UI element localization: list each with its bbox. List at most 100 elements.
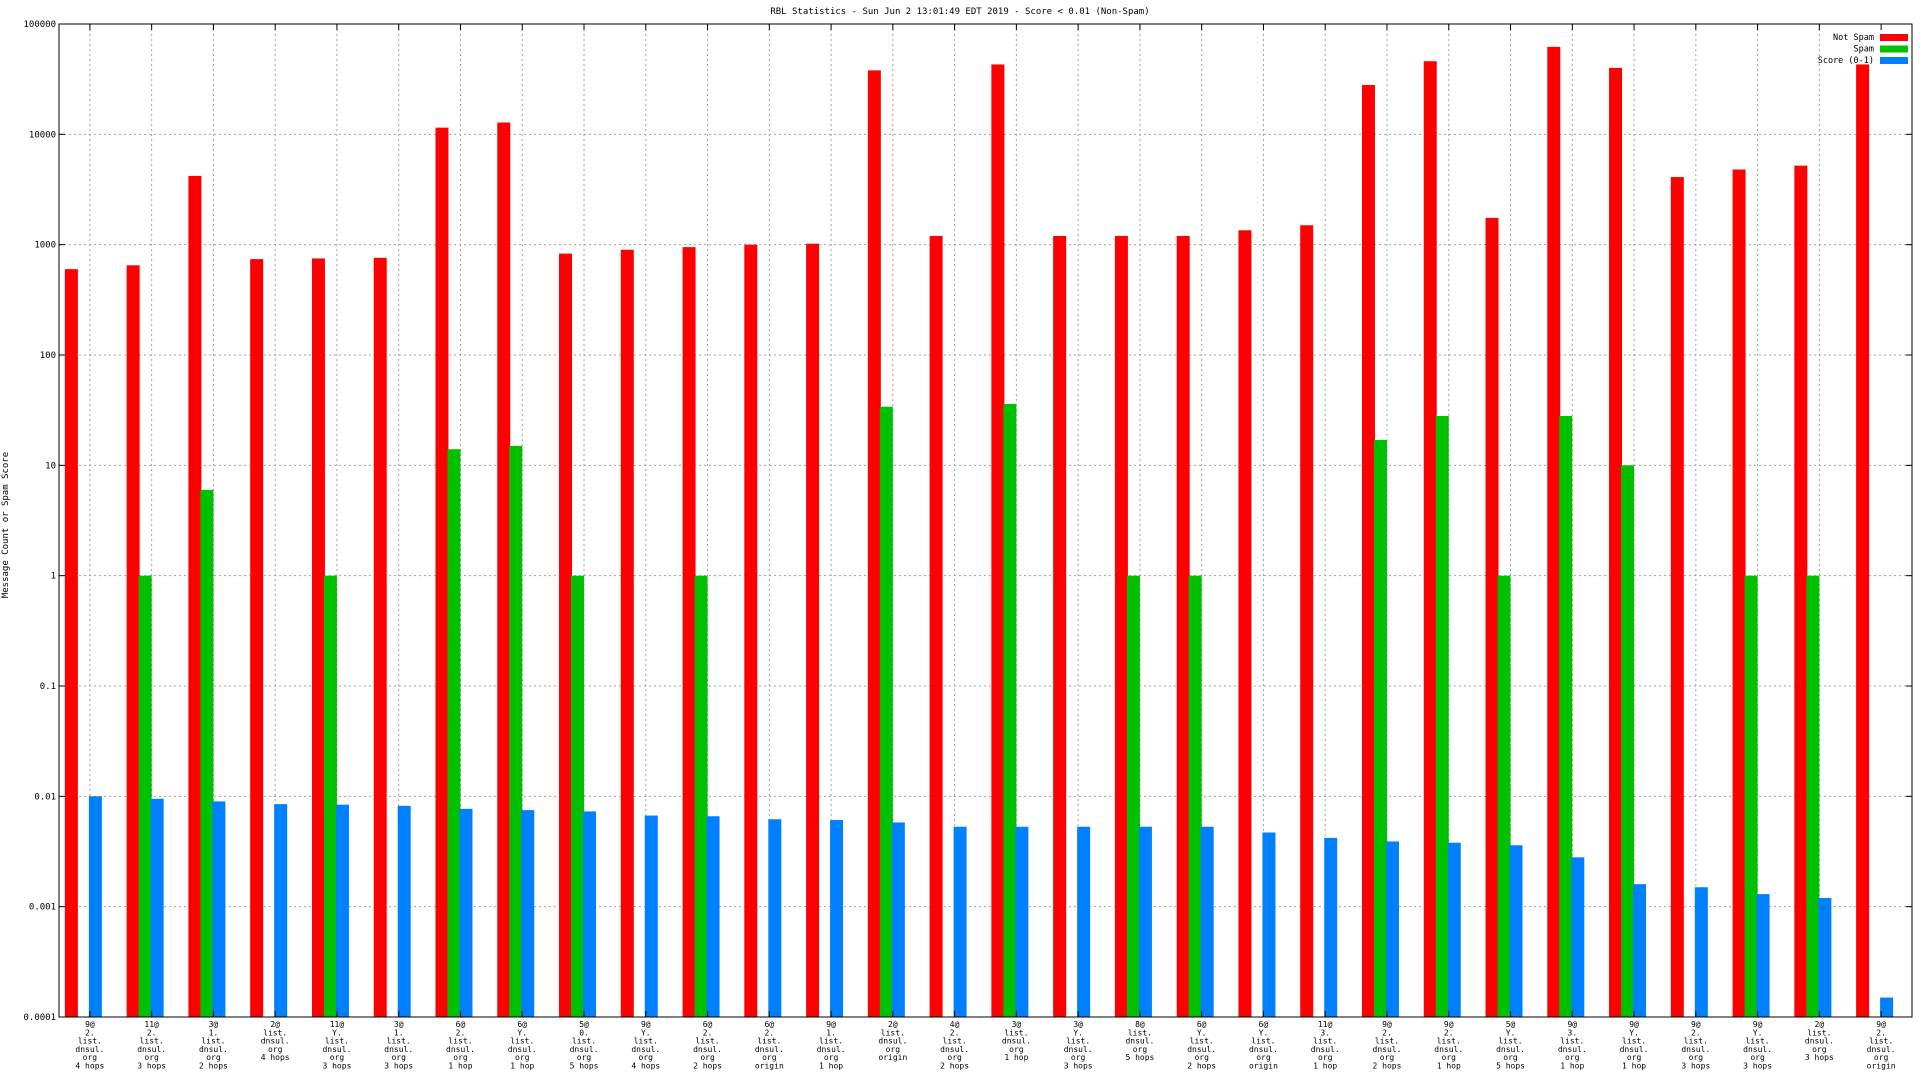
- x-tick-label-line: 6@: [517, 1020, 527, 1029]
- bar-not-spam: [1300, 225, 1314, 1018]
- bar-spam: [571, 575, 585, 1017]
- x-tick-label-line: 2@: [270, 1020, 280, 1029]
- x-tick-label-line: 3.: [1567, 1028, 1577, 1037]
- x-tick-label-line: org: [83, 1053, 98, 1062]
- x-tick-label-line: 9@: [1382, 1020, 1392, 1029]
- y-tick-label: 0.001: [29, 903, 56, 913]
- x-tick-label-line: 3 hops: [384, 1062, 413, 1071]
- x-tick-label-line: Y.: [1506, 1028, 1516, 1037]
- x-tick-label-line: 1.: [394, 1028, 404, 1037]
- bar-not-spam: [1423, 61, 1437, 1018]
- bar-score-0-1: [706, 816, 720, 1017]
- x-tick-label-line: dnsul.: [1558, 1045, 1587, 1054]
- bar-not-spam: [1547, 46, 1561, 1017]
- x-tick-label-line: org: [1503, 1053, 1518, 1062]
- x-tick-label-line: list.: [757, 1037, 781, 1046]
- bar-spam: [509, 445, 523, 1017]
- bar-score-0-1: [1633, 884, 1647, 1017]
- x-tick-label-line: dnsul.: [1373, 1045, 1402, 1054]
- x-tick-label-line: list.: [1807, 1028, 1831, 1037]
- bar-score-0-1: [768, 819, 782, 1017]
- bar-score-0-1: [644, 815, 658, 1017]
- x-tick-label-line: dnsul.: [384, 1045, 413, 1054]
- x-tick-label-line: 2.: [703, 1028, 713, 1037]
- x-tick-label-line: org: [1812, 1045, 1827, 1054]
- x-tick-label-line: dnsul.: [137, 1045, 166, 1054]
- x-tick-label-line: list.: [325, 1037, 349, 1046]
- x-tick-label-line: list.: [1313, 1037, 1337, 1046]
- bar-score-0-1: [274, 804, 288, 1017]
- x-tick-label-line: dnsul.: [1064, 1045, 1093, 1054]
- bar-score-0-1: [1200, 826, 1214, 1017]
- bar-spam: [1435, 415, 1449, 1017]
- legend-label: Not Spam: [1833, 33, 1874, 43]
- x-tick-label-line: list.: [78, 1037, 102, 1046]
- x-tick-label-line: dnsul.: [1496, 1045, 1525, 1054]
- x-tick-label-line: org: [886, 1045, 901, 1054]
- x-tick-label-line: 9@: [641, 1020, 651, 1029]
- bar-score-0-1: [521, 810, 535, 1017]
- x-tick-label-line: 1.: [209, 1028, 219, 1037]
- x-tick-label-line: 8@: [1135, 1020, 1145, 1029]
- x-tick-label-line: dnsul.: [1681, 1045, 1710, 1054]
- legend-swatch: [1880, 34, 1908, 41]
- x-tick-label-line: Y.: [1259, 1028, 1269, 1037]
- x-tick-label-line: 1 hop: [1313, 1062, 1337, 1071]
- x-tick-label-line: 2.: [1691, 1028, 1701, 1037]
- y-tick-label: 10: [45, 461, 56, 471]
- x-tick-label-line: org: [206, 1053, 221, 1062]
- x-tick-label-line: 9@: [1567, 1020, 1577, 1029]
- x-tick-label-line: org: [1009, 1045, 1024, 1054]
- x-tick-label-line: 6@: [456, 1020, 466, 1029]
- x-tick-label-line: 3@: [209, 1020, 219, 1029]
- x-tick-label-line: origin: [1867, 1062, 1896, 1071]
- bar-score-0-1: [1571, 857, 1585, 1017]
- x-tick-label-line: dnsul.: [199, 1045, 228, 1054]
- y-tick-label: 0.0001: [23, 1013, 56, 1023]
- x-tick-label-line: dnsul.: [878, 1037, 907, 1046]
- x-tick-label-line: dnsul.: [1434, 1045, 1463, 1054]
- bar-not-spam: [1856, 64, 1870, 1017]
- x-tick-label-line: org: [1256, 1053, 1271, 1062]
- x-tick-label-line: 2.: [1444, 1028, 1454, 1037]
- x-tick-label-line: list.: [448, 1037, 472, 1046]
- x-tick-label-line: list.: [1128, 1028, 1152, 1037]
- x-tick-label-line: 2 hops: [693, 1062, 722, 1071]
- bar-spam: [1188, 575, 1202, 1017]
- bar-not-spam: [744, 244, 758, 1017]
- x-tick-label-line: dnsul.: [817, 1045, 846, 1054]
- x-tick-label-line: 9@: [1753, 1020, 1763, 1029]
- bar-not-spam: [1670, 177, 1684, 1018]
- x-tick-label-line: 9@: [85, 1020, 95, 1029]
- x-tick-label-line: 2.: [85, 1028, 95, 1037]
- x-tick-label-line: dnsul.: [1125, 1037, 1154, 1046]
- x-tick-label-line: org: [700, 1053, 715, 1062]
- x-tick-label-line: 2@: [888, 1020, 898, 1029]
- bar-not-spam: [1609, 67, 1623, 1017]
- x-tick-label-line: Y.: [1753, 1028, 1763, 1037]
- bar-spam: [1621, 465, 1635, 1017]
- bar-spam: [447, 449, 461, 1017]
- x-tick-label-line: 1 hop: [510, 1062, 534, 1071]
- x-tick-label-line: dnsul.: [693, 1045, 722, 1054]
- x-tick-label-line: 11@: [144, 1020, 159, 1029]
- x-tick-label-line: 6@: [703, 1020, 713, 1029]
- x-tick-label-line: Y.: [517, 1028, 527, 1037]
- x-tick-label-line: dnsul.: [75, 1045, 104, 1054]
- bar-spam: [323, 575, 337, 1017]
- x-tick-label-line: 11@: [330, 1020, 345, 1029]
- x-tick-label-line: 5@: [579, 1020, 589, 1029]
- bar-not-spam: [311, 258, 325, 1018]
- x-tick-label-line: list.: [1622, 1037, 1646, 1046]
